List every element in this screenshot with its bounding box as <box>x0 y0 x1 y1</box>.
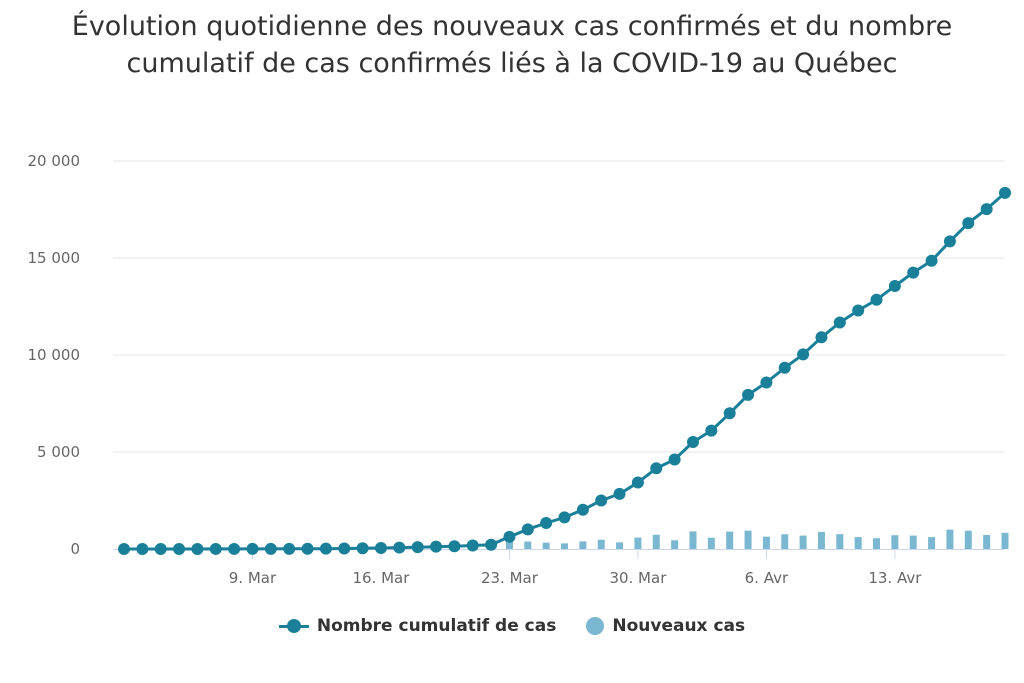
cumulative-point <box>136 542 149 555</box>
cumulative-point <box>466 539 479 552</box>
new-cases-bar <box>983 534 991 549</box>
cumulative-point <box>521 523 534 536</box>
cumulative-point <box>558 511 571 524</box>
cumulative-point <box>962 217 975 230</box>
cumulative-point <box>742 388 755 401</box>
new-cases-bar <box>817 531 825 549</box>
cumulative-point <box>503 530 516 543</box>
cumulative-point <box>852 304 865 317</box>
new-cases-bar <box>542 542 550 549</box>
cumulative-point <box>925 254 938 267</box>
cumulative-point <box>888 279 901 292</box>
cumulative-point <box>650 462 663 475</box>
new-cases-bar <box>946 529 954 549</box>
x-tick-label: 16. Mar <box>352 569 410 587</box>
legend: Nombre cumulatif de cas Nouveaux cas <box>0 616 1024 636</box>
new-cases-bar <box>579 541 587 549</box>
cumulative-point <box>118 542 131 555</box>
cumulative-point <box>393 541 406 554</box>
cumulative-point <box>485 538 498 551</box>
cumulative-point <box>723 407 736 420</box>
cumulative-point <box>999 186 1011 199</box>
y-tick-label: 20 000 <box>28 152 81 170</box>
cumulative-point <box>797 348 810 361</box>
new-cases-bar <box>524 541 532 549</box>
new-cases-bar <box>616 542 624 549</box>
cumulative-point <box>907 266 920 279</box>
new-cases-bar <box>634 537 642 549</box>
new-cases-bar <box>652 534 660 549</box>
x-tick-label: 30. Mar <box>609 569 667 587</box>
new-cases-bar <box>928 537 936 549</box>
cumulative-point <box>191 542 204 555</box>
x-tick-label: 9. Mar <box>229 569 277 587</box>
new-cases-bar <box>799 535 807 549</box>
new-cases-bar <box>671 540 679 549</box>
cumulative-point <box>705 424 718 437</box>
new-cases-bar <box>781 534 789 549</box>
y-tick-label: 0 <box>70 540 80 558</box>
new-cases-bar <box>964 530 972 549</box>
cumulative-point <box>338 542 351 555</box>
new-cases-bar <box>854 537 862 549</box>
x-tick-label: 6. Avr <box>745 569 789 587</box>
y-tick-label: 15 000 <box>28 249 81 267</box>
new-cases-bar <box>561 543 569 549</box>
x-tick-label: 13. Avr <box>868 569 922 587</box>
cumulative-point <box>613 487 626 500</box>
cumulative-point <box>686 435 699 448</box>
x-tick-label: 23. Mar <box>481 569 539 587</box>
legend-item-cumulative[interactable]: Nombre cumulatif de cas <box>278 616 557 636</box>
cumulative-point <box>980 203 993 216</box>
new-cases-bar <box>597 539 605 549</box>
cumulative-point <box>595 494 608 507</box>
cumulative-point <box>374 542 387 555</box>
y-tick-label: 10 000 <box>28 346 81 364</box>
chart-title: Évolution quotidienne des nouveaux cas c… <box>71 11 953 79</box>
cumulative-point <box>301 542 314 555</box>
cumulative-point <box>540 517 553 530</box>
cumulative-point <box>356 542 369 555</box>
new-cases-bar <box>762 536 770 549</box>
cumulative-line <box>124 191 1006 551</box>
cumulative-point <box>228 542 241 555</box>
cumulative-point <box>870 293 883 306</box>
new-cases-bar <box>744 530 752 549</box>
new-cases-bar <box>726 531 734 549</box>
new-cases-bar <box>1001 532 1009 549</box>
cumulative-point <box>576 503 589 516</box>
legend-item-new-cases[interactable]: Nouveaux cas <box>586 616 745 636</box>
cumulative-point <box>778 361 791 374</box>
cumulative-point <box>943 235 956 248</box>
cumulative-point <box>448 540 461 553</box>
new-cases-bar <box>707 537 715 549</box>
cumulative-point <box>173 542 186 555</box>
line-marker-icon <box>278 619 309 633</box>
cumulative-point <box>154 542 167 555</box>
cumulative-point <box>631 476 644 489</box>
legend-label-cumulative: Nombre cumulatif de cas <box>316 616 557 636</box>
cumulative-point <box>430 540 443 553</box>
cumulative-point <box>283 542 296 555</box>
cumulative-point <box>760 376 773 389</box>
cumulative-point <box>319 542 332 555</box>
cumulative-point <box>833 316 846 329</box>
circle-marker-icon <box>586 617 605 635</box>
new-cases-bar <box>505 541 513 549</box>
new-cases-bar <box>891 535 899 549</box>
chart-plot: 0 5 000 10 000 15 000 20 000 9. Mar 16. Mar 23.… <box>28 152 1011 587</box>
cumulative-point <box>668 453 681 466</box>
new-cases-bar <box>873 538 881 549</box>
legend-label-new-cases: Nouveaux cas <box>612 616 746 636</box>
cumulative-point <box>264 542 277 555</box>
cumulative-point <box>246 542 259 555</box>
cumulative-point <box>411 541 424 554</box>
cumulative-point <box>815 331 828 344</box>
cumulative-point <box>209 542 222 555</box>
new-cases-bar <box>909 535 917 549</box>
new-cases-bar <box>836 534 844 549</box>
new-cases-bar <box>689 531 697 549</box>
y-tick-label: 5 000 <box>37 443 80 461</box>
